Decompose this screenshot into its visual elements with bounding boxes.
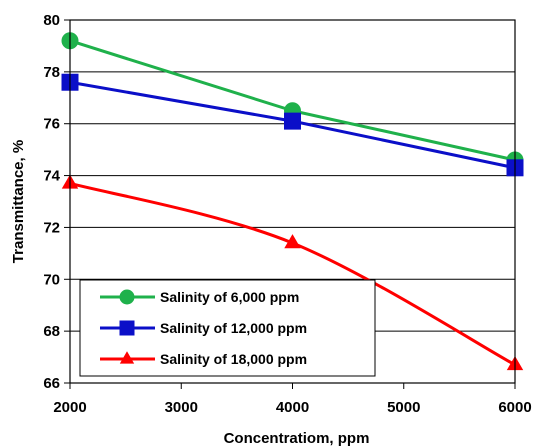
axis-tick-labels: 66 68 70 72 74 76 78 80 2000 3000 4000 5000 6000 [43, 12, 531, 416]
y-axis-title: Transmittance, % [10, 140, 27, 263]
y-tick-label-76: 76 [43, 116, 60, 133]
legend-marker-3 [119, 351, 135, 364]
y-tick-label-74: 74 [43, 168, 60, 185]
legend-item-3: Salinity of 18,000 ppm [100, 351, 307, 367]
x-tick-label-5000: 5000 [387, 399, 420, 416]
y-tick-label-72: 72 [43, 219, 60, 236]
legend-label-2: Salinity of 12,000 ppm [160, 320, 307, 336]
series-2-point-4000 [284, 112, 301, 130]
y-tick-label-78: 78 [43, 64, 60, 81]
x-tick-label-6000: 6000 [498, 399, 531, 416]
legend-item-1: Salinity of 6,000 ppm [100, 289, 299, 305]
legend-marker-1 [119, 289, 135, 305]
legend-marker-2 [119, 320, 135, 336]
y-tick-label-68: 68 [43, 323, 60, 340]
legend-label-3: Salinity of 18,000 ppm [160, 351, 307, 367]
axis-ticks [64, 19, 516, 389]
data-series [61, 32, 524, 371]
legend-label-1: Salinity of 6,000 ppm [160, 289, 299, 305]
legend: Salinity of 6,000 ppm Salinity of 12,000 … [79, 279, 376, 377]
y-tick-label-66: 66 [43, 375, 60, 392]
x-tick-label-2000: 2000 [53, 399, 86, 416]
y-tick-label-70: 70 [43, 271, 60, 288]
legend-item-2: Salinity of 12,000 ppm [100, 320, 307, 336]
series-3-point-4000 [284, 234, 301, 249]
x-tick-label-4000: 4000 [276, 399, 309, 416]
x-tick-label-3000: 3000 [165, 399, 198, 416]
y-tick-label-80: 80 [43, 12, 60, 29]
x-axis-title: Concentratiom, ppm [224, 430, 370, 447]
